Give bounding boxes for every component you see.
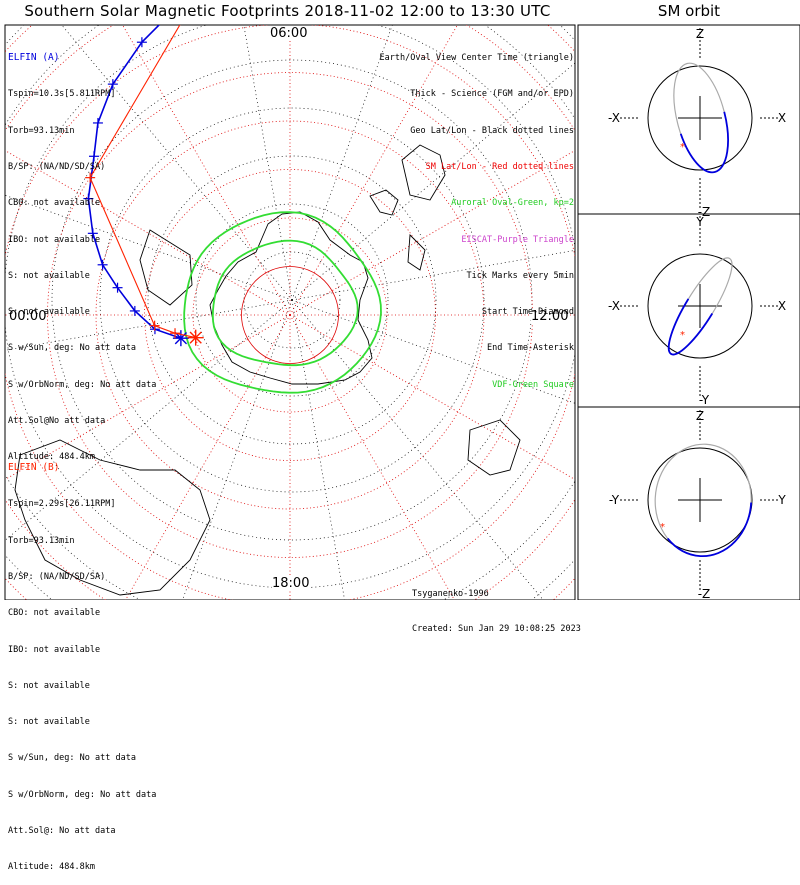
elfin-a-end-asterisk xyxy=(174,332,188,345)
sm-orbit-title: SM orbit xyxy=(657,2,721,20)
orbit-axis-label: -Y xyxy=(699,393,710,407)
elfin-b-orbit-marker: * xyxy=(680,142,685,153)
geo-lat-circle xyxy=(195,203,389,397)
elfin-a-line: S w/Sun, deg: No att data xyxy=(8,343,136,354)
hour-label-left: 00:00 xyxy=(9,309,47,324)
geo-lon-line xyxy=(243,25,293,301)
orbit-axis-label: Z xyxy=(696,27,704,41)
orbit-axis-label: -Y xyxy=(609,493,620,507)
legend-entry: EISCAT-Purple Triangle xyxy=(461,234,574,245)
model-name: Tsyganenko-1996 xyxy=(412,589,489,599)
elfin-b-line: IBO: not available xyxy=(8,644,101,655)
elfin-b-orbit-marker: * xyxy=(660,522,665,533)
elfin-b-line: S w/Sun, deg: No att data xyxy=(8,753,136,764)
orbit-axis-label: -X xyxy=(608,299,620,313)
credits: Tsyganenko-1996 Created: Sun Jan 29 10:0… xyxy=(412,566,581,647)
elfin-b-end-asterisk xyxy=(189,331,202,344)
sm-lat-circle xyxy=(192,217,388,413)
legend-entry: SM Lat/Lon - Red dotted lines xyxy=(425,162,574,173)
elfin-b-line: Att.Sol@: No att data xyxy=(8,826,116,836)
elfin-b-line: Torb=93.13min xyxy=(8,535,75,546)
elfin-a-line: S: not available xyxy=(8,270,90,281)
orbit-axis-label: X xyxy=(778,111,786,125)
sm-lat-circle-80 xyxy=(241,266,339,364)
elfin-a-line: Att.Sol@No att data xyxy=(8,416,106,426)
elfin-b-line: Altitude: 484.8km xyxy=(8,862,95,873)
elfin-a-orbit-arc xyxy=(667,257,733,356)
legend: Earth/Oval View Center Time (triangle) T… xyxy=(380,28,574,403)
map-frame xyxy=(4,24,576,600)
island-coastline xyxy=(369,189,399,216)
orbit-axis-label: X xyxy=(778,299,786,313)
island-coastline xyxy=(407,233,426,271)
elfin-a-line: Tspin=10.3s[5.811RPM] xyxy=(8,89,116,100)
elfin-a-name: ELFIN (A) xyxy=(8,52,60,64)
hour-label-right: 12:00 xyxy=(531,309,569,324)
elfin-a-line: IBO: not available xyxy=(8,234,101,245)
orbit-earth-circle xyxy=(647,447,753,553)
orbit-earth-circle xyxy=(647,253,753,359)
elfin-a-line: B/SP: (NA/ND/SD/SA) xyxy=(8,162,106,173)
elfin-b-line: S: not available xyxy=(8,680,90,691)
hour-label-top: 06:00 xyxy=(270,26,308,41)
orbit-axis-label: -X xyxy=(608,111,620,125)
orbit-axis-label: Y xyxy=(695,215,704,229)
orbit-frame xyxy=(577,24,800,600)
elfin-b-line: Tspin=2.29s[26.11RPM] xyxy=(8,499,116,510)
geo-lon-line xyxy=(291,299,345,600)
legend-entry: Start Time-Diamond xyxy=(481,307,574,318)
page-title: Southern Solar Magnetic Footprints 2018-… xyxy=(24,2,551,20)
orbit-axis-label: -Z xyxy=(698,205,711,219)
elfin-a-line: Torb=93.13min xyxy=(8,125,75,136)
legend-entry: Tick Marks every 5min xyxy=(466,270,574,281)
elfin-a-line: S w/OrbNorm, deg: No att data xyxy=(8,379,157,390)
elfin-a-line: Altitude: 484.4km xyxy=(8,452,95,463)
legend-entry: Thick - Science (FGM and/or EPD) xyxy=(410,89,574,100)
auroral-oval-outer xyxy=(183,211,382,394)
legend-entry: Auroral Oval-Green, kp=2 xyxy=(451,198,574,209)
elfin-a-orbit-arc xyxy=(673,62,729,174)
legend-entry: Geo Lat/Lon - Black dotted lines xyxy=(410,125,574,136)
elfin-b-name: ELFIN (B) xyxy=(8,462,60,474)
legend-entry: VDF-Green Square xyxy=(492,379,574,390)
legend-entry: Earth/Oval View Center Time (triangle) xyxy=(379,53,574,64)
sm-lat-circle xyxy=(144,169,436,461)
africa-coastline xyxy=(139,229,193,306)
elfin-a-orbit-arc xyxy=(654,443,753,558)
orbit-axis-label: Y xyxy=(777,493,786,507)
elfin-b-line: CBO: not available xyxy=(8,608,101,619)
elfin-a-line: CBO: not available xyxy=(8,198,101,209)
legend-entry: End Time-Asterisk xyxy=(487,343,574,354)
elfin-a-line: S: not available xyxy=(8,307,90,318)
elfin-b-line: S w/OrbNorm, deg: No att data xyxy=(8,789,157,800)
auroral-oval-inner xyxy=(211,239,359,367)
sm-lat-circle xyxy=(95,120,485,510)
antarctica-coastline xyxy=(209,211,373,385)
orbit-axis-label: Z xyxy=(696,409,704,423)
new-zealand-coastline xyxy=(467,419,521,476)
south-america-coastline xyxy=(401,144,446,201)
elfin-b-orbit-marker: * xyxy=(680,330,685,341)
geo-lat-circle xyxy=(147,155,437,445)
australia-coastline xyxy=(14,439,211,596)
elfin-b-line: B/SP: (NA/ND/SD/SA) xyxy=(8,572,106,583)
geo-lat-circle xyxy=(51,59,533,541)
hour-label-bottom: 18:00 xyxy=(272,576,310,591)
orbit-earth-circle xyxy=(647,65,753,171)
geo-lat-circle xyxy=(243,251,341,349)
elfin-b-line: S: not available xyxy=(8,717,90,728)
created-timestamp: Created: Sun Jan 29 10:08:25 2023 xyxy=(412,623,581,634)
elfin-b-info: ELFIN (B) Tspin=2.29s[26.11RPM] Torb=93.… xyxy=(8,438,156,885)
elfin-a-info: ELFIN (A) Tspin=10.3s[5.811RPM] Torb=93.… xyxy=(8,28,156,475)
orbit-axis-label: -Z xyxy=(698,587,711,600)
geo-lat-circle xyxy=(99,107,485,493)
